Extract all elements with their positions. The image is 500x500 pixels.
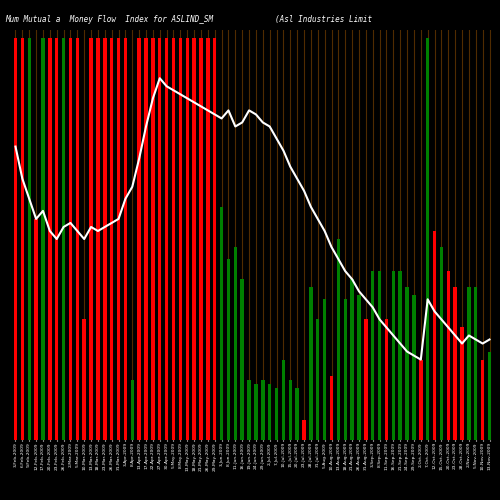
Bar [192, 38, 196, 440]
Bar [96, 38, 100, 440]
Bar [90, 38, 93, 440]
Bar [454, 288, 457, 440]
Bar [158, 38, 162, 440]
Bar [172, 38, 175, 440]
Bar [55, 38, 58, 440]
Bar [419, 360, 422, 440]
Bar [200, 38, 202, 440]
Bar [446, 271, 450, 440]
Bar [234, 247, 237, 440]
Bar [76, 38, 79, 440]
Bar [282, 360, 285, 440]
Bar [364, 320, 368, 440]
Bar [213, 38, 216, 440]
Bar [178, 38, 182, 440]
Bar [309, 288, 312, 440]
Bar [392, 271, 395, 440]
Bar [460, 328, 464, 440]
Bar [358, 296, 360, 440]
Bar [398, 271, 402, 440]
Bar [20, 38, 24, 440]
Bar [206, 38, 210, 440]
Bar [296, 388, 299, 440]
Text: (Asl Industries Limit: (Asl Industries Limit [275, 15, 372, 24]
Bar [275, 388, 278, 440]
Bar [103, 38, 106, 440]
Bar [384, 320, 388, 440]
Bar [248, 380, 251, 440]
Bar [144, 38, 148, 440]
Bar [186, 38, 189, 440]
Bar [82, 320, 86, 440]
Bar [254, 384, 258, 440]
Bar [138, 38, 141, 440]
Bar [226, 259, 230, 440]
Bar [240, 279, 244, 440]
Bar [467, 288, 470, 440]
Text: Mum Mutual a  Money Flow  Index for ASLIND_SM: Mum Mutual a Money Flow Index for ASLIND… [5, 15, 213, 24]
Bar [426, 38, 430, 440]
Bar [48, 38, 51, 440]
Bar [28, 38, 31, 440]
Bar [330, 376, 333, 440]
Bar [34, 219, 38, 440]
Bar [124, 38, 127, 440]
Bar [406, 288, 409, 440]
Bar [371, 271, 374, 440]
Bar [474, 288, 478, 440]
Bar [220, 207, 224, 440]
Bar [323, 300, 326, 440]
Bar [68, 38, 72, 440]
Bar [165, 38, 168, 440]
Bar [488, 352, 491, 440]
Bar [288, 380, 292, 440]
Bar [433, 231, 436, 440]
Bar [350, 279, 354, 440]
Bar [130, 380, 134, 440]
Bar [412, 296, 416, 440]
Bar [62, 38, 66, 440]
Bar [151, 38, 154, 440]
Bar [316, 320, 320, 440]
Bar [261, 380, 264, 440]
Bar [117, 38, 120, 440]
Bar [344, 300, 347, 440]
Bar [481, 360, 484, 440]
Bar [378, 271, 382, 440]
Bar [14, 38, 17, 440]
Bar [110, 38, 114, 440]
Bar [268, 384, 272, 440]
Bar [302, 420, 306, 440]
Bar [440, 247, 443, 440]
Bar [336, 239, 340, 440]
Bar [42, 38, 44, 440]
